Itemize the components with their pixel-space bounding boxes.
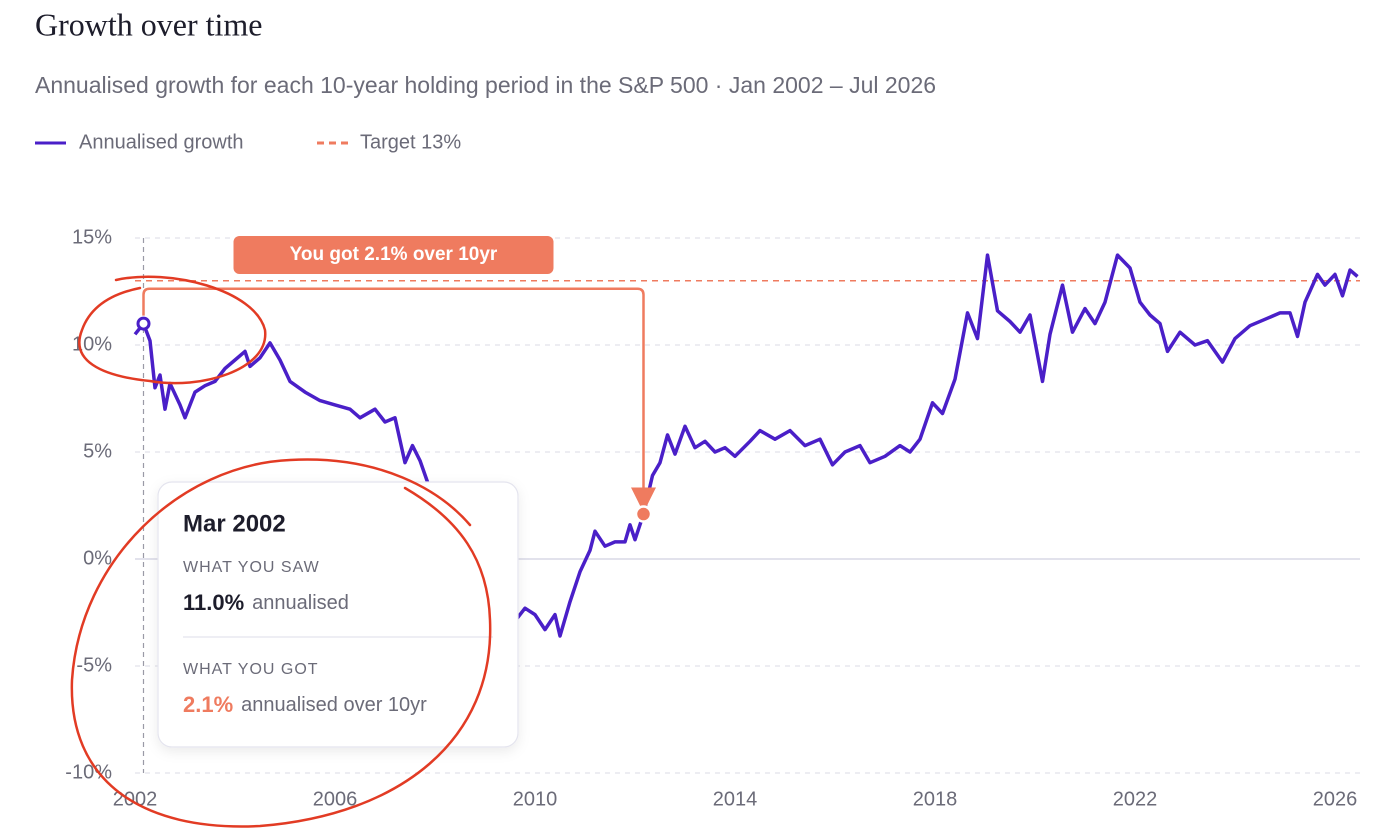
legend-label: Target 13%: [360, 131, 461, 153]
plot: [133, 253, 1360, 638]
chart-subtitle: Annualised growth for each 10-year holdi…: [35, 72, 936, 98]
tooltip-value: 11.0% annualised: [183, 590, 349, 615]
tooltip: Mar 2002 WHAT YOU SAW 11.0% annualised WHAT …: [157, 481, 519, 748]
connector-arrow: [142, 287, 656, 513]
hand-drawn-marks: [70, 275, 492, 828]
legend: Annualised growth Target 13%: [35, 131, 461, 153]
circle-mark: [78, 275, 267, 385]
x-tick-label: 2026: [1313, 788, 1358, 810]
annotation-text: You got 2.1% over 10yr: [290, 244, 498, 265]
x-tick-label: 2010: [513, 788, 558, 810]
x-tick-label: 2014: [713, 788, 758, 810]
value-text: 11.0%: [183, 590, 244, 615]
unit-text: annualised: [252, 592, 349, 614]
result-point: [634, 505, 653, 523]
grid: -10% -5% 0% 5% 10% 15% 2002 2006 2010 2014 2018 202…: [65, 226, 1360, 810]
x-tick-label: 2018: [913, 788, 958, 810]
y-tick-label: 10%: [72, 333, 112, 355]
value-text: 2.1%: [183, 692, 233, 717]
annotation-banner: [233, 236, 554, 274]
y-tick-label: -10%: [65, 761, 112, 783]
tooltip-caption: WHAT YOU GOT: [183, 661, 319, 678]
data-line: [133, 253, 1359, 638]
hover-point: [136, 316, 151, 331]
x-tick-label: 2006: [313, 788, 358, 810]
y-tick-label: 0%: [83, 547, 112, 569]
unit-text: annualised over 10yr: [241, 694, 427, 716]
y-tick-label: -5%: [76, 654, 112, 676]
y-tick-label: 15%: [72, 226, 112, 248]
chart-title: Growth over time: [35, 6, 263, 42]
tooltip-card: [157, 481, 519, 748]
tooltip-value: 2.1% annualised over 10yr: [183, 692, 427, 717]
tooltip-title: Mar 2002: [183, 510, 286, 537]
x-tick-label: 2022: [1113, 788, 1158, 810]
tooltip-caption: WHAT YOU SAW: [183, 559, 320, 576]
circle-mark: [70, 458, 492, 828]
legend-label: Annualised growth: [79, 131, 244, 153]
overlay: You got 2.1% over 10yr: [136, 236, 656, 773]
x-tick-label: 2002: [113, 788, 158, 810]
y-tick-label: 5%: [83, 440, 112, 462]
